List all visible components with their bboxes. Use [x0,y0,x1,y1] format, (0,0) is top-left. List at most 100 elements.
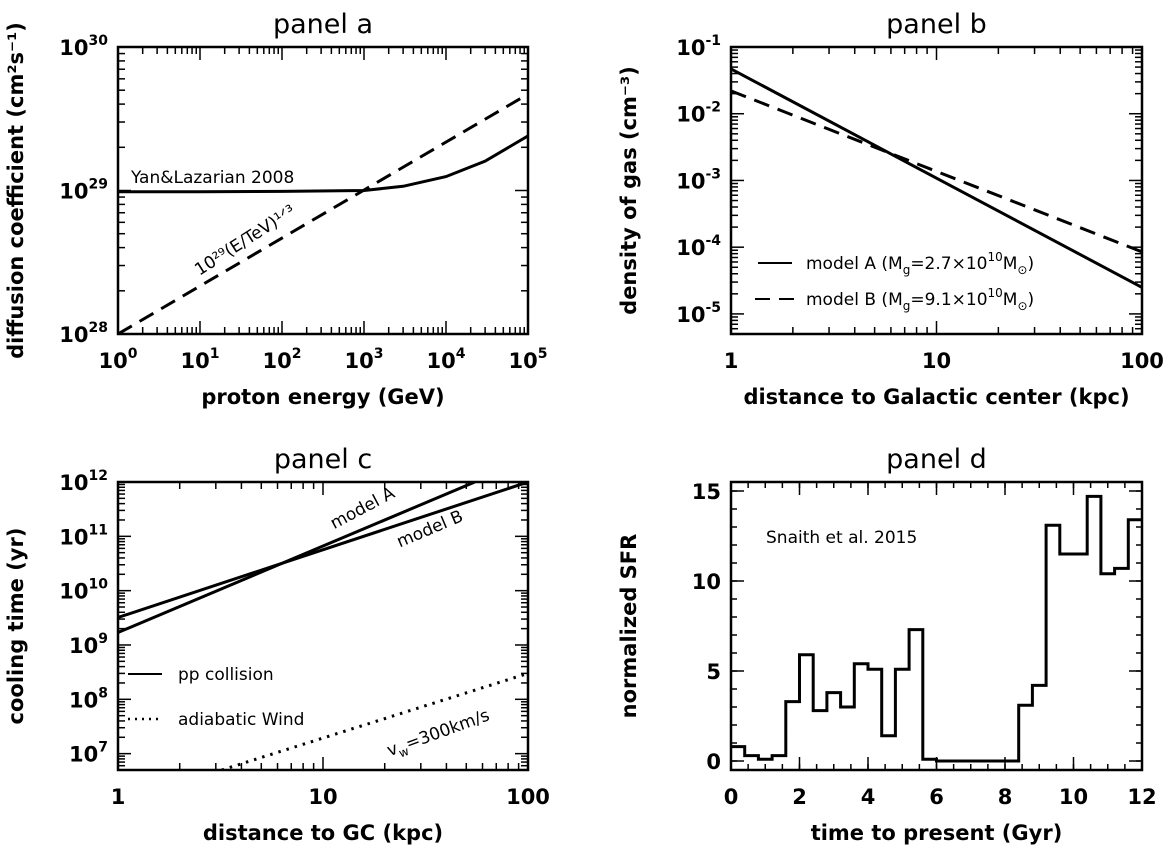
x-tick-exponent: 0 [128,346,138,362]
plot-frame [729,45,1144,336]
y-tick-label: 10-2 [676,100,721,127]
y-tick-label: 1011 [59,522,108,549]
panel-b: panel b distance to Galactic center (kpc)… [617,9,1164,409]
legend-label: model A (Mg=2.7×1010M⊙) [806,250,1034,277]
y-tick-base: 10 [676,36,705,60]
y-axis-label: density of gas (cm⁻³) [617,66,641,315]
y-tick-exponent: 7 [98,740,108,756]
annotation-label: model A [327,483,398,534]
y-tick-label: 108 [69,685,108,712]
y-tick-base: 10 [59,180,88,204]
y-tick-exponent: -2 [705,100,721,116]
plot-frame [116,480,530,772]
x-tick-label: 4 [861,785,876,809]
y-tick-base: 10 [676,169,705,193]
x-tick-exponent: 1 [210,346,220,362]
y-axis-label: cooling time (yr) [4,528,28,725]
y-tick-base: 10 [59,36,88,60]
y-tick-label: 10-3 [676,166,721,193]
x-tick-exponent: 4 [456,346,466,362]
y-tick-exponent: 9 [98,631,108,647]
series-line-1 [118,482,528,619]
x-tick-base: 10 [509,349,538,373]
y-tick-label: 5 [706,660,721,684]
y-tick-exponent: -3 [705,166,721,182]
x-tick-label: 104 [427,346,466,373]
panel-title: panel b [886,9,987,40]
x-tick-label: 1 [724,349,739,373]
series-line-0 [118,134,528,194]
plot-frame [116,45,530,336]
annotation-label: Snaith et al. 2015 [766,528,917,548]
x-tick-label: 10 [1059,785,1088,809]
y-tick-exponent: -4 [705,233,721,249]
y-tick-base: 10 [69,743,98,767]
y-tick-base: 10 [59,525,88,549]
x-tick-label: 103 [345,346,384,373]
legend-label: model B (Mg=9.1×1010M⊙) [806,286,1034,313]
x-tick-label: 101 [181,346,220,373]
y-tick-base: 10 [69,634,98,658]
y-tick-base: 10 [676,303,705,327]
x-tick-base: 10 [181,349,210,373]
y-tick-label: 1030 [59,33,108,60]
y-tick-exponent: -1 [705,33,721,49]
y-tick-label: 10-1 [676,33,721,60]
x-tick-label: 8 [998,785,1013,809]
y-tick-exponent: 11 [89,522,108,538]
y-tick-label: 1010 [59,577,108,604]
y-axis-label: normalized SFR [617,534,641,719]
x-tick-label: 100 [1120,349,1164,373]
y-tick-exponent: 28 [89,320,108,336]
annotation-label: Yan&Lazarian 2008 [130,168,294,188]
x-axis-label: time to present (Gyr) [811,821,1063,845]
legend-label: pp collision [178,665,274,685]
y-tick-exponent: 8 [98,685,108,701]
plot-area [118,92,528,334]
x-tick-label: 100 [99,346,138,373]
series-line-0 [731,67,1142,289]
x-tick-label: 10 [308,785,337,809]
y-tick-base: 10 [59,323,88,347]
panel-title: panel c [274,444,372,475]
y-tick-exponent: 10 [89,577,109,593]
plot-area [118,482,528,770]
x-tick-label: 100 [506,785,550,809]
x-axis-label: distance to Galactic center (kpc) [743,385,1129,409]
y-tick-label: 1029 [59,177,108,204]
x-tick-base: 10 [345,349,374,373]
y-tick-exponent: -5 [705,300,721,316]
panel-a: panel a proton energy (GeV) diffusion coef… [4,9,547,409]
y-tick-label: 10-5 [676,300,721,327]
annotation-label: 10²⁹(E/TeV)¹ᐟ³ [191,201,299,280]
x-tick-label: 12 [1127,785,1156,809]
y-tick-base: 10 [59,580,88,604]
x-tick-label: 0 [724,785,739,809]
y-tick-exponent: 12 [89,468,108,484]
x-tick-base: 10 [427,349,456,373]
y-tick-label: 10-4 [676,233,721,260]
x-tick-label: 2 [792,785,807,809]
plot-area [731,67,1142,289]
x-tick-exponent: 5 [538,346,548,362]
y-tick-label: 1012 [59,468,108,495]
x-axis-label: proton energy (GeV) [201,385,444,409]
x-tick-label: 105 [509,346,548,373]
y-tick-label: 1028 [59,320,108,347]
panel-c: panel c distance to GC (kpc) cooling time … [4,444,550,845]
plot-frame [729,480,1144,772]
x-tick-label: 102 [263,346,302,373]
legend-label: adiabatic Wind [178,710,304,730]
x-tick-base: 10 [263,349,292,373]
y-tick-base: 10 [59,471,88,495]
y-tick-label: 10 [692,570,721,594]
x-tick-label: 10 [922,349,951,373]
panel-d: panel d time to present (Gyr) normalized S… [617,444,1157,845]
y-tick-exponent: 30 [89,33,109,49]
x-tick-label: 1 [111,785,126,809]
x-tick-exponent: 2 [292,346,302,362]
x-tick-base: 10 [99,349,128,373]
y-tick-label: 107 [69,740,108,767]
y-tick-exponent: 29 [89,177,108,193]
